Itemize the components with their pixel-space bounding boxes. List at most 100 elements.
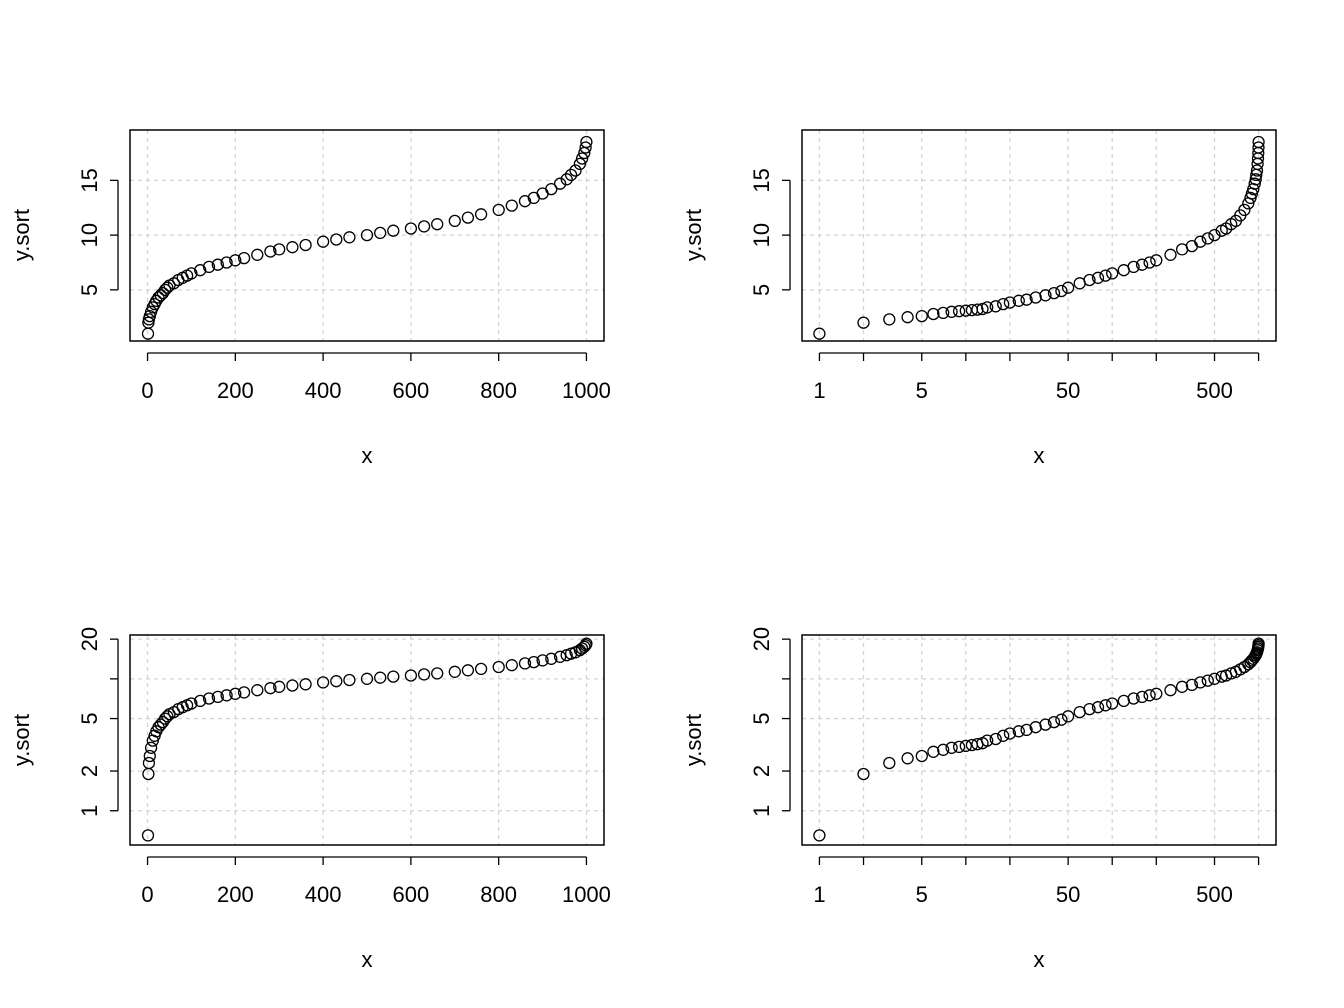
y-axis: 5 10 15 [77, 168, 119, 296]
data-point [1185, 239, 1199, 253]
data-point [915, 749, 928, 763]
x-tick-label: 1 [813, 882, 825, 907]
y-tick-label: 1 [77, 805, 102, 817]
data-point [1020, 293, 1033, 306]
y-axis: 1 2 5 20 [749, 627, 791, 817]
x-tick-label: 200 [217, 378, 254, 403]
data-point [997, 729, 1010, 742]
data-point [286, 679, 299, 692]
data-point [1250, 164, 1264, 177]
data-point [952, 740, 966, 754]
y-tick-label: 20 [77, 627, 102, 651]
x-tick-label: 5 [916, 882, 928, 907]
x-axis: 0 200 400 600 800 1000 [141, 352, 611, 403]
y-tick-label: 5 [77, 284, 102, 296]
data-point [981, 301, 994, 314]
data-point [579, 141, 592, 154]
data-point [981, 734, 994, 747]
data-point [299, 678, 312, 691]
data-point [211, 690, 224, 704]
data-point [1143, 256, 1156, 269]
data-point [1194, 235, 1207, 248]
panel-logx-logy: x y.sort 1 5 50 500 1 2 5 20 [681, 627, 1277, 972]
data-point [1164, 684, 1177, 697]
data-point [374, 671, 387, 684]
data-point [937, 306, 950, 320]
data-point [1208, 672, 1221, 685]
plot-frame [801, 634, 1277, 846]
data-point [813, 327, 826, 340]
data-point [273, 243, 286, 256]
data-point [264, 245, 277, 258]
data-point [945, 741, 958, 754]
data-point [883, 313, 896, 326]
data-point [545, 182, 558, 196]
data-point [813, 829, 826, 842]
data-point [536, 654, 549, 667]
data-point [220, 689, 233, 702]
data-point [989, 300, 1002, 313]
data-point [1164, 248, 1177, 261]
data-point [575, 152, 589, 165]
data-point [492, 660, 505, 674]
grid [130, 635, 604, 845]
data-point [959, 304, 972, 317]
data-point [527, 655, 540, 669]
data-point [578, 640, 591, 653]
x-tick-label: 50 [1056, 882, 1080, 907]
data-point [461, 211, 475, 224]
x-tick-label: 1 [813, 378, 825, 403]
x-tick-label: 800 [480, 378, 517, 403]
data-point [299, 238, 312, 252]
x-tick-label: 800 [480, 882, 517, 907]
data-point [1150, 687, 1163, 700]
x-axis-label: x [1034, 947, 1045, 972]
data-point [1194, 676, 1207, 689]
data-point [1099, 699, 1112, 712]
data-point [1047, 715, 1061, 729]
data-point [202, 260, 216, 274]
data-point [161, 710, 174, 723]
data-point [505, 659, 518, 672]
data-point [857, 316, 870, 329]
data-point [580, 135, 593, 149]
data-point [143, 749, 156, 763]
y-tick-label: 2 [749, 765, 774, 777]
data-point [229, 687, 242, 700]
data-point [161, 281, 174, 294]
data-point [945, 305, 958, 318]
data-point [360, 672, 374, 685]
data-point [959, 739, 972, 753]
data-point [1047, 286, 1061, 300]
x-axis: 1 5 50 500 [813, 856, 1260, 907]
data-point [417, 220, 431, 233]
data-point [1249, 173, 1262, 186]
data-point [237, 686, 251, 699]
data-point [152, 291, 165, 304]
data-point [952, 305, 966, 318]
x-axis: 0 200 400 600 800 1000 [141, 856, 611, 907]
x-tick-label: 600 [393, 378, 430, 403]
data-point [569, 164, 582, 177]
data-point [545, 652, 558, 665]
data-point [1175, 680, 1189, 693]
data-point [461, 664, 475, 677]
data-point [211, 258, 224, 271]
data-point [431, 667, 444, 680]
data-point [1091, 701, 1105, 714]
data-point [518, 657, 532, 670]
data-point [144, 741, 158, 754]
data-point [1252, 141, 1265, 154]
x-tick-label: 1000 [562, 882, 611, 907]
y-tick-label: 5 [749, 712, 774, 724]
data-point [431, 218, 444, 231]
x-axis-label: x [362, 443, 373, 468]
data-point [202, 692, 216, 705]
data-point [1201, 674, 1214, 687]
data-point [1135, 690, 1149, 704]
x-axis-label: x [362, 947, 373, 972]
data-point [1083, 273, 1096, 287]
x-tick-label: 1000 [562, 378, 611, 403]
x-tick-label: 5 [916, 378, 928, 403]
grid [802, 635, 1276, 845]
